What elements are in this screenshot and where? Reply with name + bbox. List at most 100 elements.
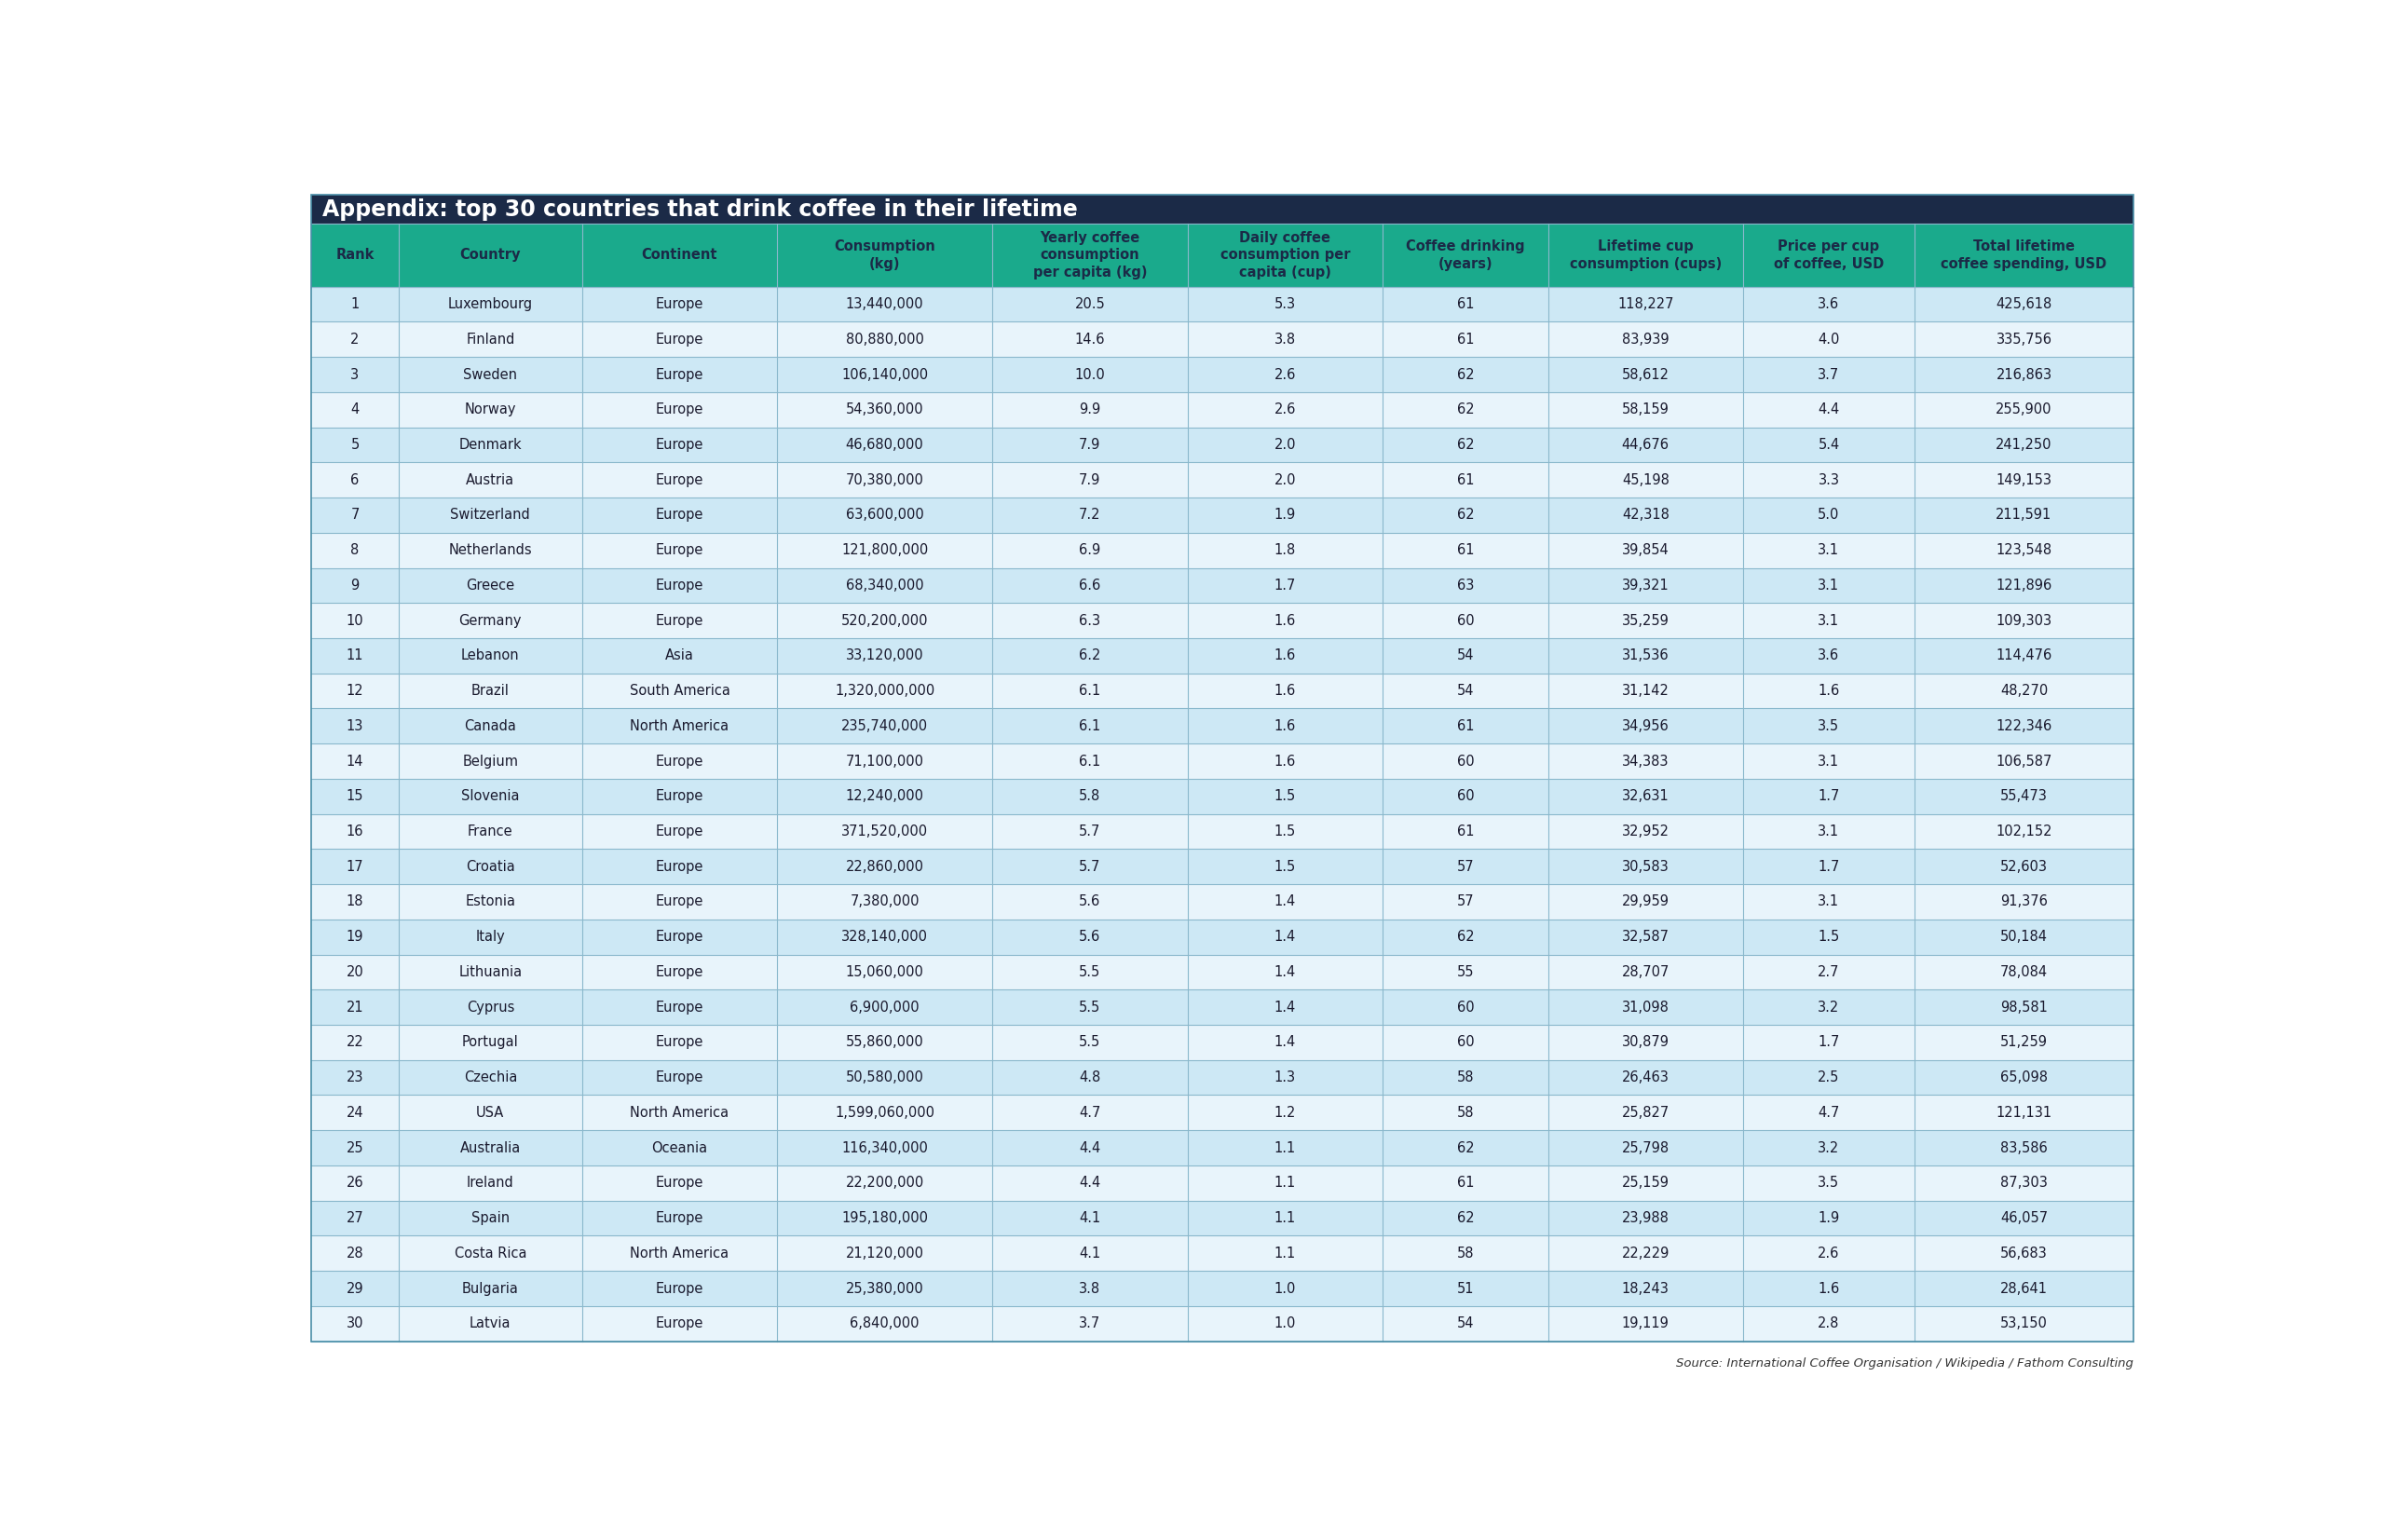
Text: 1.8: 1.8	[1274, 544, 1295, 557]
Text: 3.3: 3.3	[1817, 473, 1839, 487]
Bar	[310, 427, 2135, 462]
Text: 1.1: 1.1	[1274, 1177, 1295, 1190]
Text: Source: International Coffee Organisation / Wikipedia / Fathom Consulting: Source: International Coffee Organisatio…	[1677, 1357, 2135, 1369]
Text: 3.1: 3.1	[1817, 755, 1839, 768]
Text: 6.1: 6.1	[1078, 684, 1102, 698]
Text: 216,863: 216,863	[1996, 368, 2051, 382]
Text: 63,600,000: 63,600,000	[847, 508, 923, 522]
Text: 1.7: 1.7	[1817, 859, 1839, 873]
Text: 3.8: 3.8	[1078, 1281, 1099, 1295]
Text: Lebanon: Lebanon	[460, 648, 520, 662]
Text: 1.6: 1.6	[1274, 684, 1295, 698]
Text: Italy: Italy	[475, 930, 506, 944]
Text: 60: 60	[1457, 790, 1474, 804]
Text: 20.5: 20.5	[1076, 297, 1104, 311]
Bar	[310, 815, 2135, 849]
Text: 6.2: 6.2	[1078, 648, 1102, 662]
Text: 24: 24	[346, 1106, 363, 1120]
Text: 425,618: 425,618	[1996, 297, 2051, 311]
Text: 61: 61	[1457, 297, 1474, 311]
Text: 18,243: 18,243	[1622, 1281, 1670, 1295]
Text: 58: 58	[1457, 1246, 1474, 1260]
Bar	[310, 393, 2135, 427]
Text: 1.4: 1.4	[1274, 1035, 1295, 1049]
Text: Canada: Canada	[465, 719, 518, 733]
Text: Europe: Europe	[656, 824, 704, 838]
Text: 22: 22	[346, 1035, 363, 1049]
Text: 4.1: 4.1	[1078, 1210, 1102, 1226]
Text: 1.6: 1.6	[1817, 1281, 1839, 1295]
Text: 520,200,000: 520,200,000	[842, 613, 928, 628]
Text: 10: 10	[346, 613, 363, 628]
Text: 26,463: 26,463	[1622, 1070, 1670, 1084]
Text: 5.7: 5.7	[1078, 824, 1102, 838]
Text: 3.2: 3.2	[1817, 1001, 1839, 1015]
Text: 33,120,000: 33,120,000	[847, 648, 923, 662]
Text: 52,603: 52,603	[2001, 859, 2049, 873]
Text: 149,153: 149,153	[1996, 473, 2051, 487]
Text: 39,321: 39,321	[1622, 579, 1670, 593]
Text: 56,683: 56,683	[2001, 1246, 2049, 1260]
Text: 30: 30	[346, 1317, 363, 1331]
Text: 45,198: 45,198	[1622, 473, 1670, 487]
Text: 25: 25	[346, 1141, 363, 1155]
Bar	[310, 673, 2135, 708]
Text: 61: 61	[1457, 333, 1474, 346]
Text: 6.1: 6.1	[1078, 719, 1102, 733]
Text: Finland: Finland	[465, 333, 515, 346]
Text: 32,587: 32,587	[1622, 930, 1670, 944]
Text: 102,152: 102,152	[1996, 824, 2051, 838]
Text: 54: 54	[1457, 1317, 1474, 1331]
Bar	[310, 604, 2135, 638]
Text: North America: North America	[630, 1106, 730, 1120]
Text: Daily coffee
consumption per
capita (cup): Daily coffee consumption per capita (cup…	[1221, 231, 1350, 279]
Text: 1.6: 1.6	[1817, 684, 1839, 698]
Text: Rank: Rank	[336, 248, 374, 262]
Text: 7.9: 7.9	[1078, 473, 1102, 487]
Text: Spain: Spain	[472, 1210, 510, 1226]
Text: 19: 19	[346, 930, 363, 944]
Text: USA: USA	[477, 1106, 506, 1120]
Text: 3.5: 3.5	[1817, 719, 1839, 733]
Text: Netherlands: Netherlands	[448, 544, 532, 557]
Text: Europe: Europe	[656, 613, 704, 628]
Text: 3.1: 3.1	[1817, 613, 1839, 628]
Text: 60: 60	[1457, 613, 1474, 628]
Text: 91,376: 91,376	[2001, 895, 2049, 909]
Text: Price per cup
of coffee, USD: Price per cup of coffee, USD	[1774, 239, 1884, 271]
Text: 1.4: 1.4	[1274, 966, 1295, 979]
Text: Europe: Europe	[656, 755, 704, 768]
Text: Asia: Asia	[665, 648, 694, 662]
Text: 14: 14	[346, 755, 363, 768]
Text: 62: 62	[1457, 437, 1474, 451]
Text: 4.1: 4.1	[1078, 1246, 1102, 1260]
Text: 20: 20	[346, 966, 363, 979]
Text: 22,229: 22,229	[1622, 1246, 1670, 1260]
Text: Denmark: Denmark	[458, 437, 522, 451]
Text: 7.2: 7.2	[1078, 508, 1102, 522]
Text: France: France	[467, 824, 513, 838]
Text: 4.7: 4.7	[1817, 1106, 1839, 1120]
Text: 121,800,000: 121,800,000	[842, 544, 928, 557]
Text: Europe: Europe	[656, 859, 704, 873]
Text: 83,939: 83,939	[1622, 333, 1670, 346]
Text: 55,860,000: 55,860,000	[847, 1035, 923, 1049]
Text: 328,140,000: 328,140,000	[842, 930, 928, 944]
Text: 1.4: 1.4	[1274, 930, 1295, 944]
Text: 1.4: 1.4	[1274, 1001, 1295, 1015]
Text: 9: 9	[351, 579, 360, 593]
Text: 60: 60	[1457, 755, 1474, 768]
Text: 53,150: 53,150	[2001, 1317, 2049, 1331]
Text: 58,612: 58,612	[1622, 368, 1670, 382]
Text: 22,200,000: 22,200,000	[844, 1177, 923, 1190]
Text: 29: 29	[346, 1281, 363, 1295]
Text: Europe: Europe	[656, 297, 704, 311]
Text: Australia: Australia	[460, 1141, 520, 1155]
Text: 1.2: 1.2	[1274, 1106, 1295, 1120]
Bar	[310, 779, 2135, 815]
Bar	[310, 1166, 2135, 1201]
Text: Europe: Europe	[656, 790, 704, 804]
Text: 18: 18	[346, 895, 363, 909]
Text: 1.9: 1.9	[1274, 508, 1295, 522]
Text: 78,084: 78,084	[2001, 966, 2049, 979]
